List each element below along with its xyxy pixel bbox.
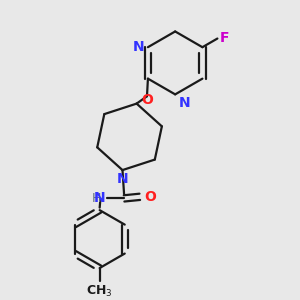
- Text: H: H: [92, 192, 101, 205]
- Text: N: N: [133, 40, 145, 54]
- Text: O: O: [141, 93, 153, 107]
- Text: CH$_3$: CH$_3$: [86, 284, 113, 299]
- Text: O: O: [144, 190, 156, 204]
- Text: N: N: [117, 172, 128, 186]
- Text: N: N: [178, 96, 190, 110]
- Text: N: N: [94, 191, 106, 206]
- Text: F: F: [220, 31, 230, 45]
